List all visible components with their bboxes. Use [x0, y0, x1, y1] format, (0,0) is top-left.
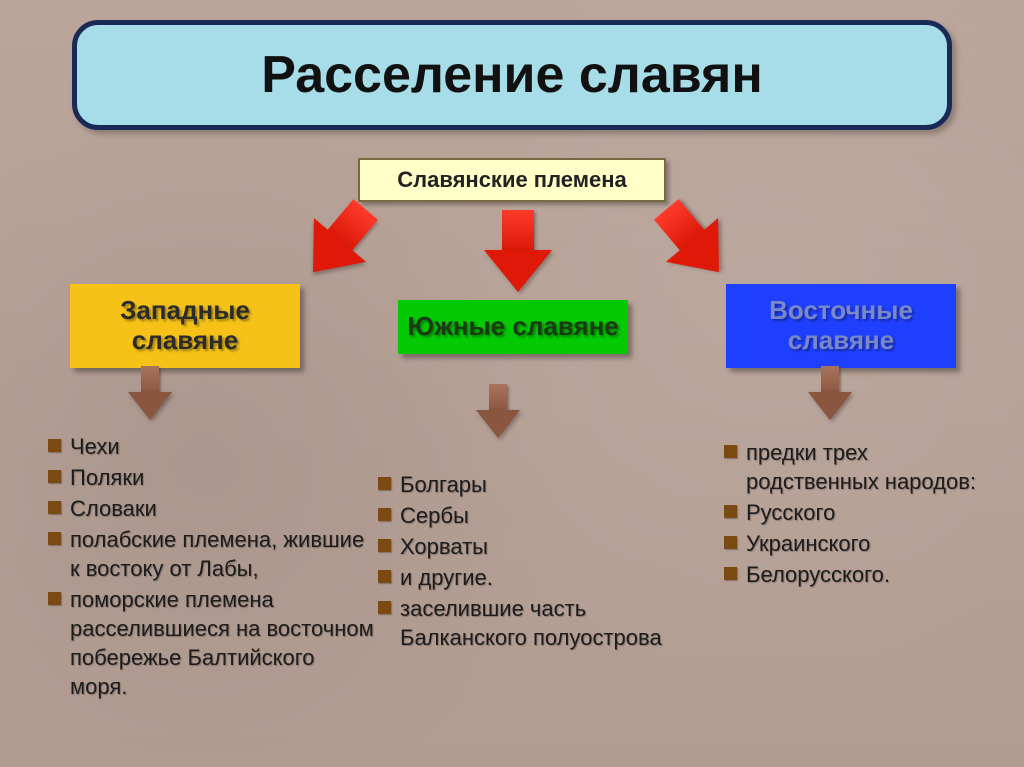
branch-east: Восточные славяне [726, 284, 956, 368]
list-item: Словаки [48, 494, 378, 523]
list-item: заселившие часть Балканского полуострова [378, 594, 668, 652]
arrow-south-list [478, 384, 518, 438]
list-item: Чехи [48, 432, 378, 461]
list-east: предки трех родственных народов: Русског… [724, 438, 994, 591]
slide-title: Расселение славян [261, 45, 763, 105]
list-item: Болгары [378, 470, 668, 499]
slide-title-box: Расселение славян [72, 20, 952, 130]
branch-south: Южные славяне [398, 300, 628, 354]
list-item: Русского [724, 498, 994, 527]
list-item: Поляки [48, 463, 378, 492]
root-label: Славянские племена [397, 167, 627, 193]
arrow-east-list [810, 366, 850, 420]
branch-east-label: Восточные славяне [769, 295, 913, 355]
list-lead: предки трех родственных народов: [724, 438, 994, 496]
arrow-west-list [130, 366, 170, 420]
list-west: Чехи Поляки Словаки полабские племена, ж… [48, 432, 378, 703]
arrow-to-south [488, 210, 548, 290]
list-south: Болгары Сербы Хорваты и другие. заселивш… [378, 470, 668, 654]
branch-west: Западные славяне [70, 284, 300, 368]
list-item: Сербы [378, 501, 668, 530]
list-item: Хорваты [378, 532, 668, 561]
list-item: и другие. [378, 563, 668, 592]
list-item: Белорусского. [724, 560, 994, 589]
list-item: поморские племена расселившиеся на восто… [48, 585, 378, 701]
branch-south-label: Южные славяне [407, 311, 619, 341]
list-item: Украинского [724, 529, 994, 558]
root-node: Славянские племена [358, 158, 666, 202]
list-item: полабские племена, жившие к востоку от Л… [48, 525, 378, 583]
branch-west-label: Западные славяне [120, 295, 250, 355]
